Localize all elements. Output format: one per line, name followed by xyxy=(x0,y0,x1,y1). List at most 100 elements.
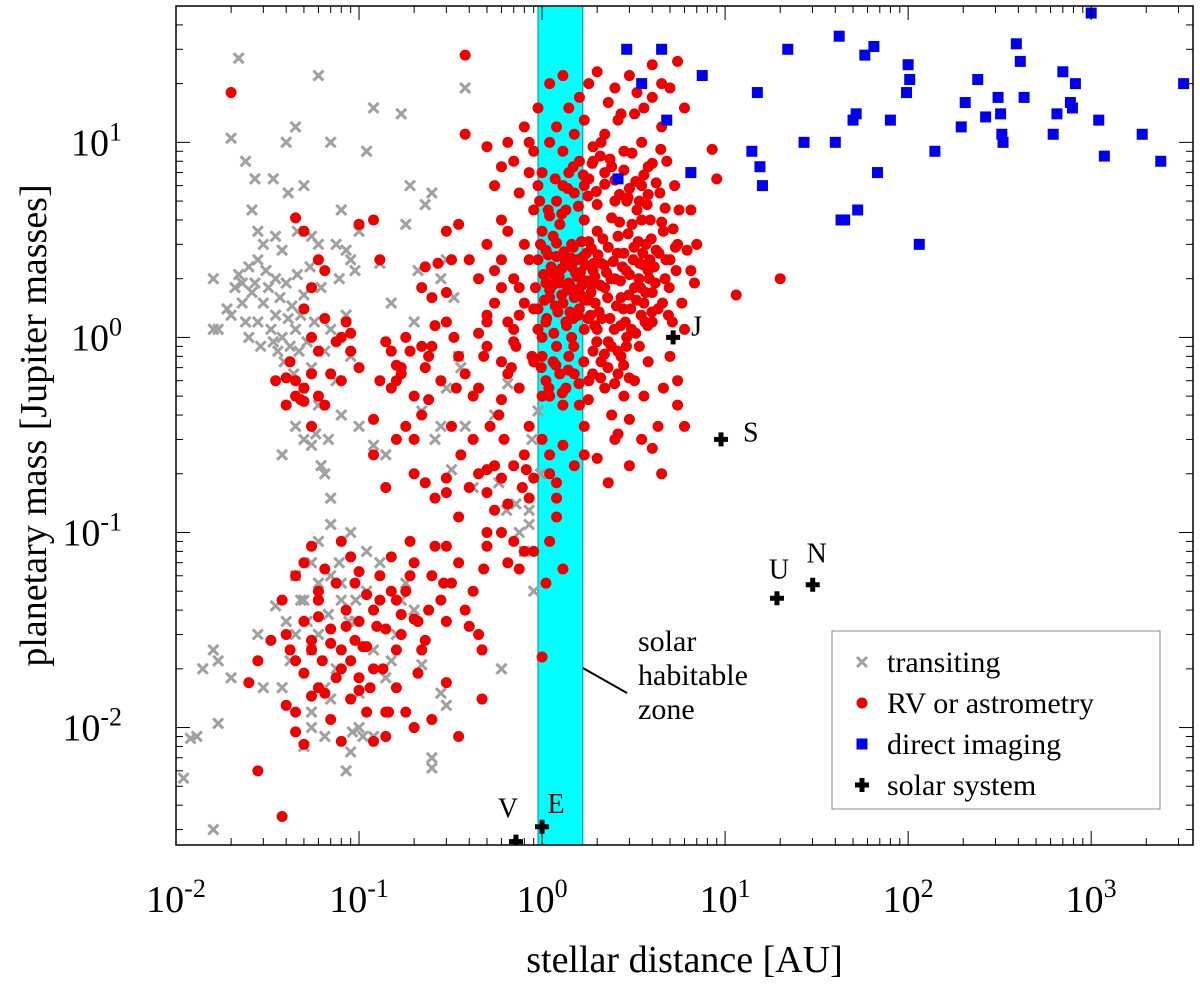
data-point-transiting xyxy=(297,179,310,192)
data-point-imaging xyxy=(955,121,967,133)
x-tick-exponent: -1 xyxy=(367,874,389,903)
data-point-imaging xyxy=(847,114,859,126)
data-point-rv xyxy=(633,340,645,352)
data-point-rv xyxy=(673,204,685,216)
data-point-transiting xyxy=(333,556,346,569)
data-point-rv xyxy=(270,375,282,387)
data-point-rv xyxy=(513,309,525,321)
data-point-imaging xyxy=(901,87,913,99)
data-point-transiting xyxy=(399,218,412,231)
data-point-rv xyxy=(455,449,467,461)
data-point-transiting xyxy=(352,420,366,433)
data-point-rv xyxy=(583,78,595,90)
data-point-rv xyxy=(481,464,493,476)
data-point-rv xyxy=(532,303,544,315)
data-point-rv xyxy=(518,545,530,557)
data-point-rv xyxy=(400,331,412,343)
data-point-rv xyxy=(562,364,574,376)
data-point-rv xyxy=(495,282,507,294)
data-point-rv xyxy=(617,303,629,315)
data-point-rv xyxy=(459,49,471,61)
planet-label: S xyxy=(743,417,759,448)
data-point-rv xyxy=(276,594,288,606)
data-point-transiting xyxy=(425,751,438,764)
data-point-imaging xyxy=(1155,155,1167,167)
data-point-transiting xyxy=(344,745,357,758)
data-point-rv xyxy=(306,634,318,646)
data-point-rv xyxy=(404,570,416,582)
data-point-rv xyxy=(578,449,590,461)
data-point-rv xyxy=(551,477,563,489)
data-point-rv xyxy=(353,566,365,578)
data-point-rv xyxy=(633,273,645,285)
data-point-rv xyxy=(345,693,357,705)
data-point-rv xyxy=(459,604,471,616)
data-point-transiting xyxy=(232,52,245,65)
data-point-rv xyxy=(368,663,380,675)
x-tick-base: 10 xyxy=(1066,879,1104,921)
data-point-rv xyxy=(467,585,479,597)
data-point-rv xyxy=(335,735,347,747)
data-point-transiting xyxy=(291,268,304,281)
data-point-rv xyxy=(562,182,574,194)
data-point-rv xyxy=(523,420,535,432)
data-point-rv xyxy=(518,297,530,309)
data-point-rv xyxy=(636,136,648,148)
data-point-rv xyxy=(450,382,462,394)
data-point-rv xyxy=(383,706,395,718)
data-point-rv xyxy=(681,244,693,256)
data-point-rv xyxy=(520,464,532,476)
data-point-rv xyxy=(448,331,460,343)
data-point-transiting xyxy=(257,681,270,694)
data-point-rv xyxy=(408,390,420,402)
data-point-rv xyxy=(544,449,556,461)
data-point-imaging xyxy=(995,108,1007,120)
data-point-rv xyxy=(429,320,441,332)
data-point-rv xyxy=(478,350,490,362)
data-point-rv xyxy=(606,409,618,421)
data-point-rv xyxy=(730,289,742,301)
data-point-rv xyxy=(489,297,501,309)
data-point-rv xyxy=(481,540,493,552)
data-point-transiting xyxy=(525,433,538,446)
data-point-rv xyxy=(620,340,632,352)
data-point-rv xyxy=(463,620,475,632)
data-point-rv xyxy=(312,611,324,623)
data-point-rv xyxy=(597,233,609,245)
data-point-rv xyxy=(340,620,352,632)
data-point-rv xyxy=(298,557,310,569)
data-point-rv xyxy=(568,340,580,352)
data-point-rv xyxy=(656,216,668,228)
y-tick-base: 10 xyxy=(71,317,109,359)
data-point-rv xyxy=(548,327,560,339)
data-point-transiting xyxy=(190,730,203,743)
data-point-transiting xyxy=(425,761,438,775)
data-point-rv xyxy=(478,563,490,575)
data-point-rv xyxy=(340,316,352,328)
data-point-transiting xyxy=(289,628,302,641)
legend: transiting RV or astrometry direct imaging… xyxy=(831,630,1161,810)
data-point-rv xyxy=(536,350,548,362)
data-point-rv xyxy=(620,265,632,277)
data-point-rv xyxy=(594,150,606,162)
data-point-rv xyxy=(554,368,566,380)
data-point-rv xyxy=(440,286,452,298)
data-point-rv xyxy=(380,482,392,494)
data-point-rv xyxy=(604,153,616,165)
data-point-imaging xyxy=(1051,108,1063,120)
data-point-rv xyxy=(476,693,488,705)
data-point-rv xyxy=(646,306,658,318)
data-point-transiting xyxy=(276,331,289,344)
data-point-rv xyxy=(306,644,318,656)
data-point-rv xyxy=(368,449,380,461)
data-point-rv xyxy=(502,136,514,148)
data-point-rv xyxy=(588,257,600,269)
data-point-rv xyxy=(523,167,535,179)
data-point-transiting xyxy=(385,654,398,667)
data-point-rv xyxy=(361,706,373,718)
data-point-rv xyxy=(374,570,386,582)
data-point-solar-system xyxy=(666,330,681,345)
data-point-rv xyxy=(557,70,569,82)
data-point-rv xyxy=(653,247,665,259)
data-point-rv xyxy=(551,340,563,352)
